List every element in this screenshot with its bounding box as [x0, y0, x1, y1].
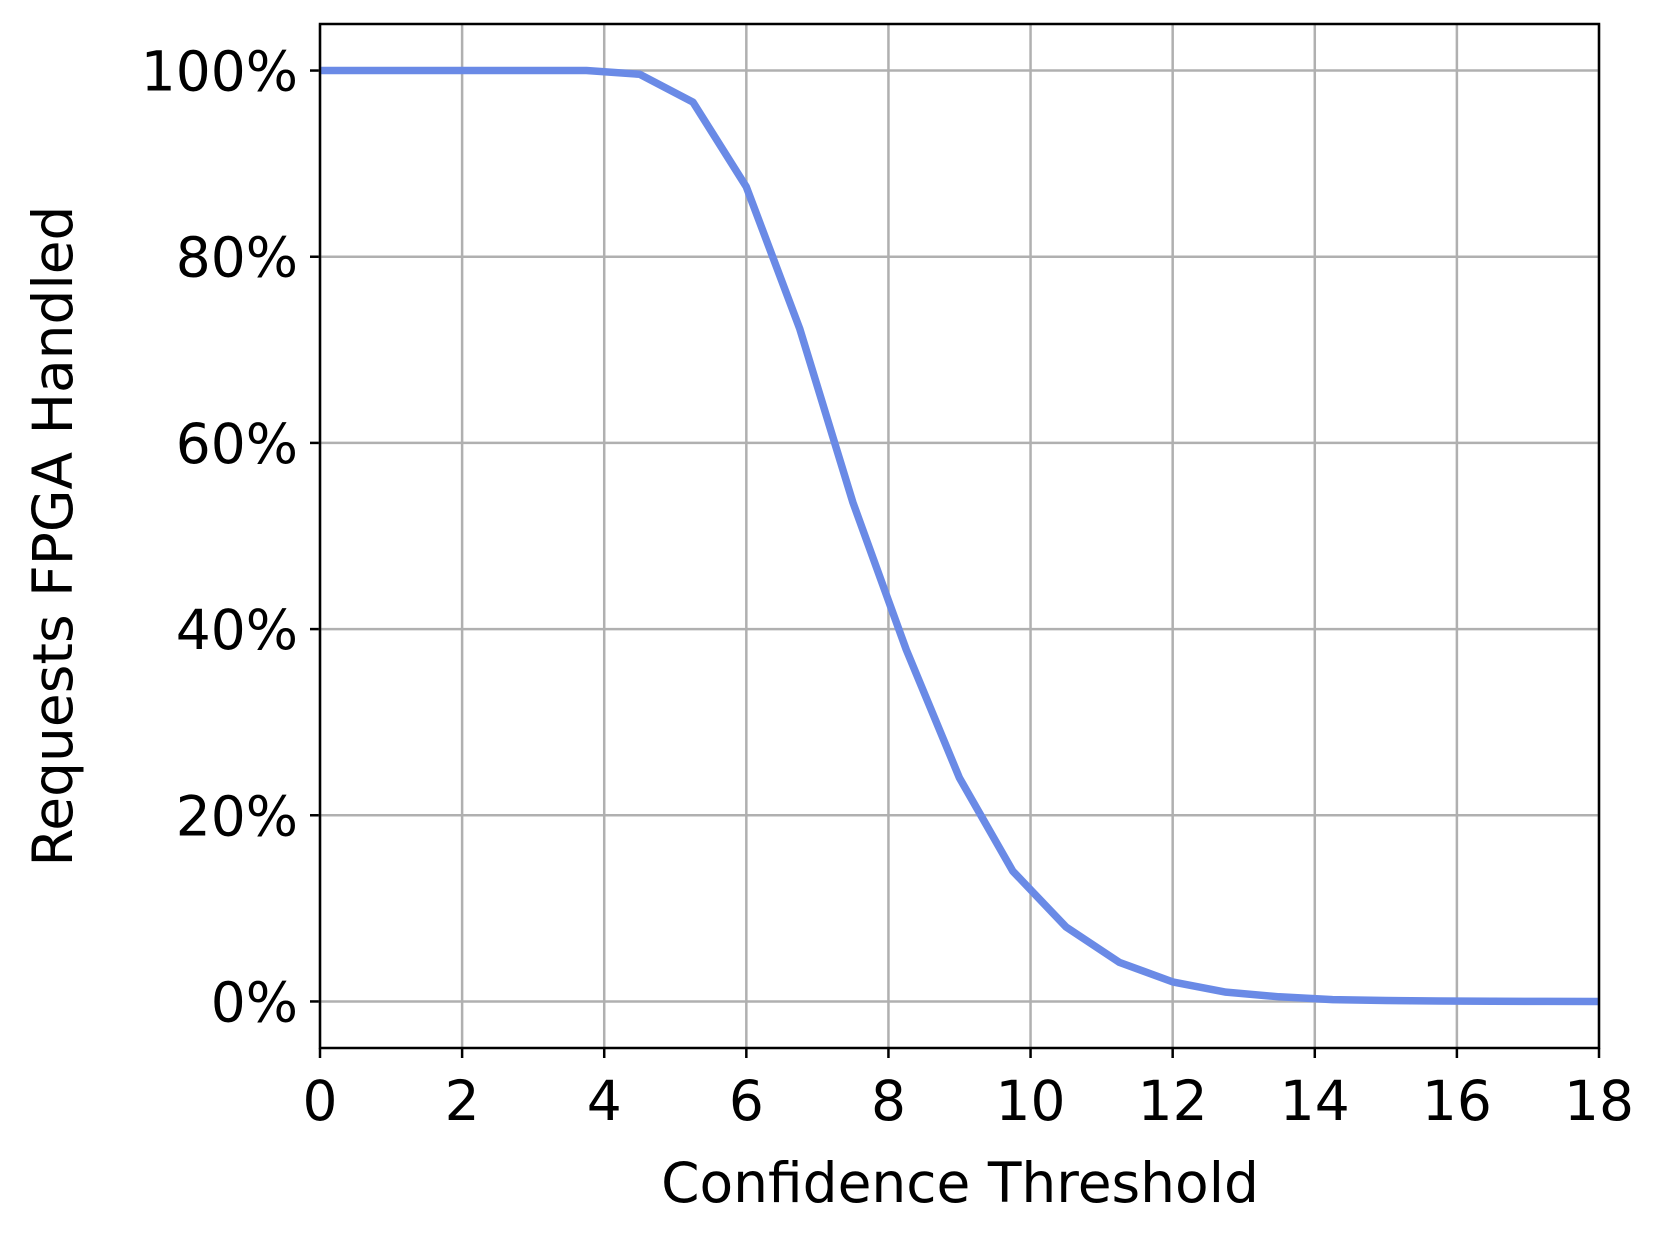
data-line [320, 66, 1600, 1006]
x-tick-label: 6 [729, 1069, 764, 1133]
x-tick-label: 0 [303, 1069, 338, 1133]
y-tick-label: 80% [176, 226, 298, 290]
x-tick-label: 4 [587, 1069, 622, 1133]
y-tick-label: 0% [211, 970, 298, 1034]
x-tick-label: 18 [1564, 1069, 1634, 1133]
x-tick-label: 14 [1280, 1069, 1350, 1133]
y-axis-label: Requests FPGA Handled [21, 206, 85, 867]
x-tick-label: 10 [996, 1069, 1066, 1133]
y-tick-label: 100% [141, 40, 298, 104]
y-tick-label: 20% [176, 784, 298, 848]
y-tick-label: 40% [176, 598, 298, 662]
x-tick-label: 2 [445, 1069, 480, 1133]
x-tick-label: 8 [871, 1069, 906, 1133]
x-tick-label: 12 [1138, 1069, 1208, 1133]
x-axis-label: Confidence Threshold [661, 1151, 1259, 1215]
x-tick-label: 16 [1422, 1069, 1492, 1133]
plot-frame [318, 22, 1601, 1050]
y-tick-label: 60% [176, 412, 298, 476]
